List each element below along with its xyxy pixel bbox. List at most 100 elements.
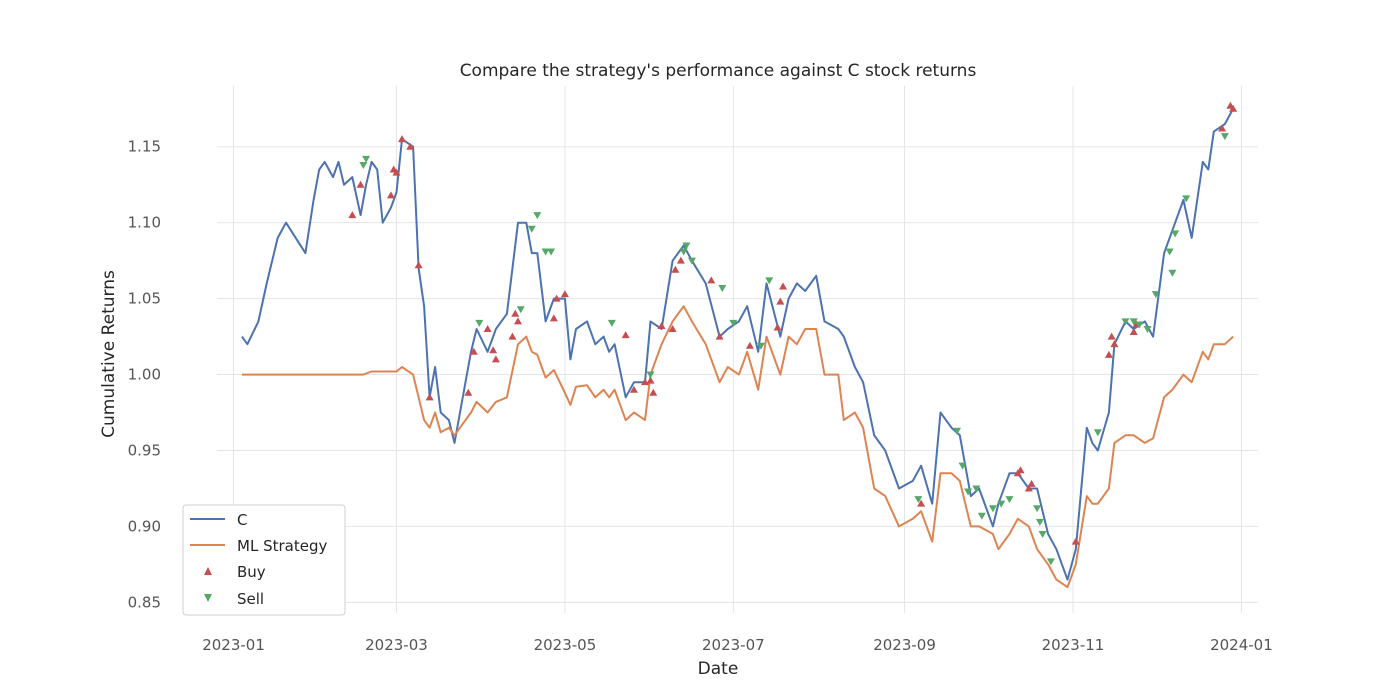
x-tick-label: 2023-07 [702,636,765,654]
x-axis-label: Date [698,659,739,679]
buy-marker [917,499,926,507]
buy-marker [464,388,473,396]
sell-marker [1093,429,1102,437]
sell-marker [1151,291,1160,299]
buy-marker [676,256,685,264]
sell-marker [972,485,981,493]
buy-marker [1107,332,1116,340]
sell-marker [1005,496,1014,504]
marker-layer [348,101,1238,566]
buy-marker [552,294,561,302]
y-tick-label: 0.90 [128,517,161,535]
x-tick-label: 2023-03 [365,636,428,654]
buy-marker [489,346,498,354]
buy-marker [621,331,630,339]
buy-marker [1129,328,1138,336]
y-tick-label: 0.85 [128,593,161,611]
sell-marker [362,155,371,163]
buy-marker [398,135,407,143]
buy-marker [386,191,395,199]
x-tick-label: 2023-05 [534,636,597,654]
sell-marker [1035,518,1044,526]
legend-label-sell: Sell [237,590,264,608]
sell-marker [646,371,655,379]
buy-marker [1027,479,1036,487]
sell-marker [729,319,738,327]
buy-marker [425,393,434,401]
buy-marker [549,314,558,322]
buy-marker [629,385,638,393]
x-tick-label: 2024-01 [1210,636,1273,654]
sell-marker [1182,195,1191,203]
y-axis-label: Cumulative Returns [99,270,119,438]
buy-marker [779,282,788,290]
legend-swatch-sell [204,594,212,602]
buy-marker [715,332,724,340]
sell-marker [1165,248,1174,256]
buy-marker [406,142,415,150]
sell-marker [527,225,536,233]
sell-marker [977,512,986,520]
buy-marker [1024,484,1033,492]
sell-marker [1171,230,1180,238]
sell-marker [1129,318,1138,326]
y-tick-label: 1.15 [128,138,161,156]
sell-marker [718,284,727,292]
sell-marker [1168,269,1177,277]
legend-frame [182,504,346,616]
series-line-c [241,108,1234,581]
y-tick-label: 1.00 [128,366,161,384]
chart-title: Compare the strategy's performance again… [460,61,977,81]
buy-marker [1104,350,1113,358]
legend-label-c: C [237,511,247,529]
buy-marker [671,265,680,273]
buy-marker [469,347,478,355]
buy-marker [707,276,716,284]
buy-marker [668,324,677,332]
sell-marker [914,496,923,504]
buy-marker [1016,466,1025,474]
sell-marker [1220,133,1229,141]
buy-marker [356,180,365,188]
buy-marker [348,211,357,219]
sell-marker [997,500,1006,508]
sell-marker [1038,531,1047,539]
sell-marker [679,248,688,256]
x-tick-label: 2023-09 [873,636,936,654]
legend-swatch-buy [204,567,212,575]
series-layer [241,108,1234,589]
sell-marker [756,342,765,350]
legend-label-ml-strategy: ML Strategy [237,537,327,555]
y-tick-label: 1.05 [128,290,161,308]
sell-marker [687,257,696,265]
sell-marker [547,248,556,256]
y-tick-label: 1.10 [128,214,161,232]
buy-marker [491,355,500,363]
x-tick-label: 2023-11 [1042,636,1105,654]
sell-marker [607,319,616,327]
buy-marker [508,332,517,340]
buy-marker [776,297,785,305]
buy-marker [513,317,522,325]
buy-marker [1229,104,1238,112]
buy-marker [392,168,401,176]
sell-marker [1033,505,1042,513]
sell-marker [964,488,973,496]
sell-marker [1046,558,1055,566]
buy-marker [649,388,658,396]
buy-marker [1110,340,1119,348]
series-line-ml-strategy [241,305,1234,589]
buy-marker [511,309,520,317]
buy-marker [1218,124,1227,132]
sell-marker [958,462,967,470]
sell-marker [475,319,484,327]
sell-marker [1121,318,1130,326]
y-axis: 0.85 0.90 0.95 1.00 1.05 1.10 1.15 [128,138,161,612]
sell-marker [1143,325,1152,333]
sell-marker [359,161,368,169]
buy-marker [414,261,423,269]
buy-marker [657,321,666,329]
legend-label-buy: Buy [237,563,266,581]
sell-marker [765,277,774,285]
buy-marker [1071,537,1080,545]
